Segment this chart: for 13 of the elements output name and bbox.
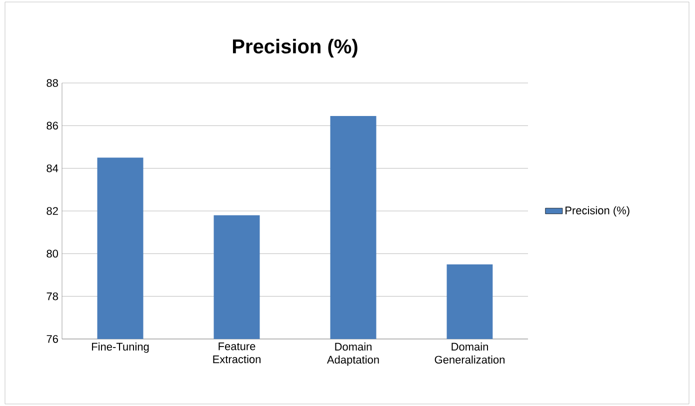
y-tick-label: 84 [46, 164, 58, 172]
y-tick-label: 78 [46, 292, 58, 300]
x-tick-label: Feature Extraction [213, 342, 260, 364]
chart-title: Precision (%) [232, 38, 358, 58]
x-tick-label: Domain Adaptation [326, 342, 379, 366]
y-tick-label: 88 [46, 79, 58, 87]
x-tick-label: Domain Generalization [434, 342, 504, 364]
x-tick-label: Fine-Tuning [92, 342, 149, 353]
y-tick-label: 76 [46, 335, 58, 343]
y-tick-label: 80 [46, 250, 58, 258]
legend-label: Precision (%) [566, 206, 630, 216]
y-tick-label: 82 [46, 207, 58, 215]
y-tick-label: 86 [46, 122, 58, 130]
